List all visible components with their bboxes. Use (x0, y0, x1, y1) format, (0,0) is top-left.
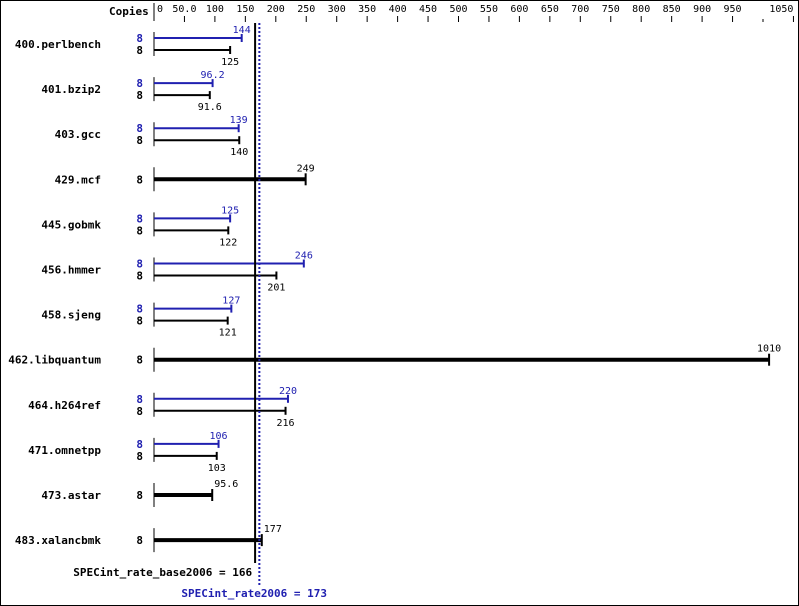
benchmark-name: 471.omnetpp (28, 444, 101, 457)
base-copies: 8 (136, 315, 143, 328)
base-value-label: 140 (230, 147, 248, 158)
peak-value-label: 96.2 (201, 70, 225, 81)
benchmark-name: 445.gobmk (41, 218, 101, 231)
peak-value-label: 139 (230, 115, 248, 126)
base-value-label: 103 (208, 463, 226, 474)
benchmark-name: 483.xalancbmk (15, 534, 101, 547)
base-value-label: 201 (267, 283, 285, 294)
tick-label: 600 (510, 4, 528, 15)
tick-label: 0 (157, 4, 163, 15)
tick-label: 300 (328, 4, 346, 15)
base-value-label: 216 (277, 418, 295, 429)
base-copies: 8 (136, 270, 143, 283)
peak-copies: 8 (136, 303, 143, 316)
axis-label: Copies (109, 5, 149, 18)
base-value-label: 177 (264, 524, 282, 535)
peak-mean-label: SPECint_rate2006 = 173 (181, 587, 327, 600)
base-value-label: 1010 (757, 344, 781, 355)
tick-label: 250 (297, 4, 315, 15)
tick-label: 550 (480, 4, 498, 15)
benchmark-name: 401.bzip2 (41, 83, 101, 96)
tick-label: 900 (693, 4, 711, 15)
peak-value-label: 144 (233, 25, 251, 36)
base-copies: 8 (136, 44, 143, 57)
peak-copies: 8 (136, 77, 143, 90)
tick-label: 100 (206, 4, 224, 15)
base-copies: 8 (136, 89, 143, 102)
tick-label: 350 (358, 4, 376, 15)
base-copies: 8 (136, 405, 143, 418)
tick-label: 700 (571, 4, 589, 15)
tick-label: 650 (541, 4, 559, 15)
benchmark-name: 473.astar (41, 489, 101, 502)
benchmark-name: 403.gcc (55, 128, 101, 141)
base-copies: 8 (136, 534, 143, 547)
benchmark-name: 458.sjeng (41, 309, 101, 322)
benchmark-name: 400.perlbench (15, 38, 101, 51)
base-copies: 8 (136, 354, 143, 367)
base-value-label: 95.6 (214, 479, 238, 490)
tick-label: 800 (632, 4, 650, 15)
base-copies: 8 (136, 134, 143, 147)
peak-copies: 8 (136, 438, 143, 451)
base-copies: 8 (136, 173, 143, 186)
base-mean-label: SPECint_rate_base2006 = 166 (73, 566, 252, 579)
tick-label: 950 (724, 4, 742, 15)
tick-label: 850 (663, 4, 681, 15)
benchmark-name: 456.hmmer (41, 264, 101, 277)
base-copies: 8 (136, 489, 143, 502)
base-value-label: 125 (221, 57, 239, 68)
base-value-label: 249 (297, 163, 315, 174)
peak-value-label: 246 (295, 251, 313, 262)
peak-value-label: 127 (222, 296, 240, 307)
base-value-label: 91.6 (198, 102, 222, 113)
tick-label: 750 (602, 4, 620, 15)
peak-copies: 8 (136, 393, 143, 406)
tick-label: 500 (449, 4, 467, 15)
base-value-label: 121 (219, 328, 237, 339)
tick-label: 50.0 (172, 4, 196, 15)
tick-label: 200 (267, 4, 285, 15)
benchmark-name: 429.mcf (55, 173, 101, 186)
benchmark-name: 464.h264ref (28, 399, 101, 412)
peak-copies: 8 (136, 122, 143, 135)
peak-value-label: 125 (221, 205, 239, 216)
peak-copies: 8 (136, 258, 143, 271)
peak-copies: 8 (136, 212, 143, 225)
tick-label: 1050 (769, 4, 793, 15)
benchmark-name: 462.libquantum (8, 354, 101, 367)
tick-label: 400 (389, 4, 407, 15)
peak-value-label: 220 (279, 386, 297, 397)
base-copies: 8 (136, 450, 143, 463)
peak-value-label: 106 (210, 431, 228, 442)
tick-label: 450 (419, 4, 437, 15)
tick-label: 150 (236, 4, 254, 15)
base-copies: 8 (136, 224, 143, 237)
base-value-label: 122 (219, 237, 237, 248)
peak-copies: 8 (136, 32, 143, 45)
